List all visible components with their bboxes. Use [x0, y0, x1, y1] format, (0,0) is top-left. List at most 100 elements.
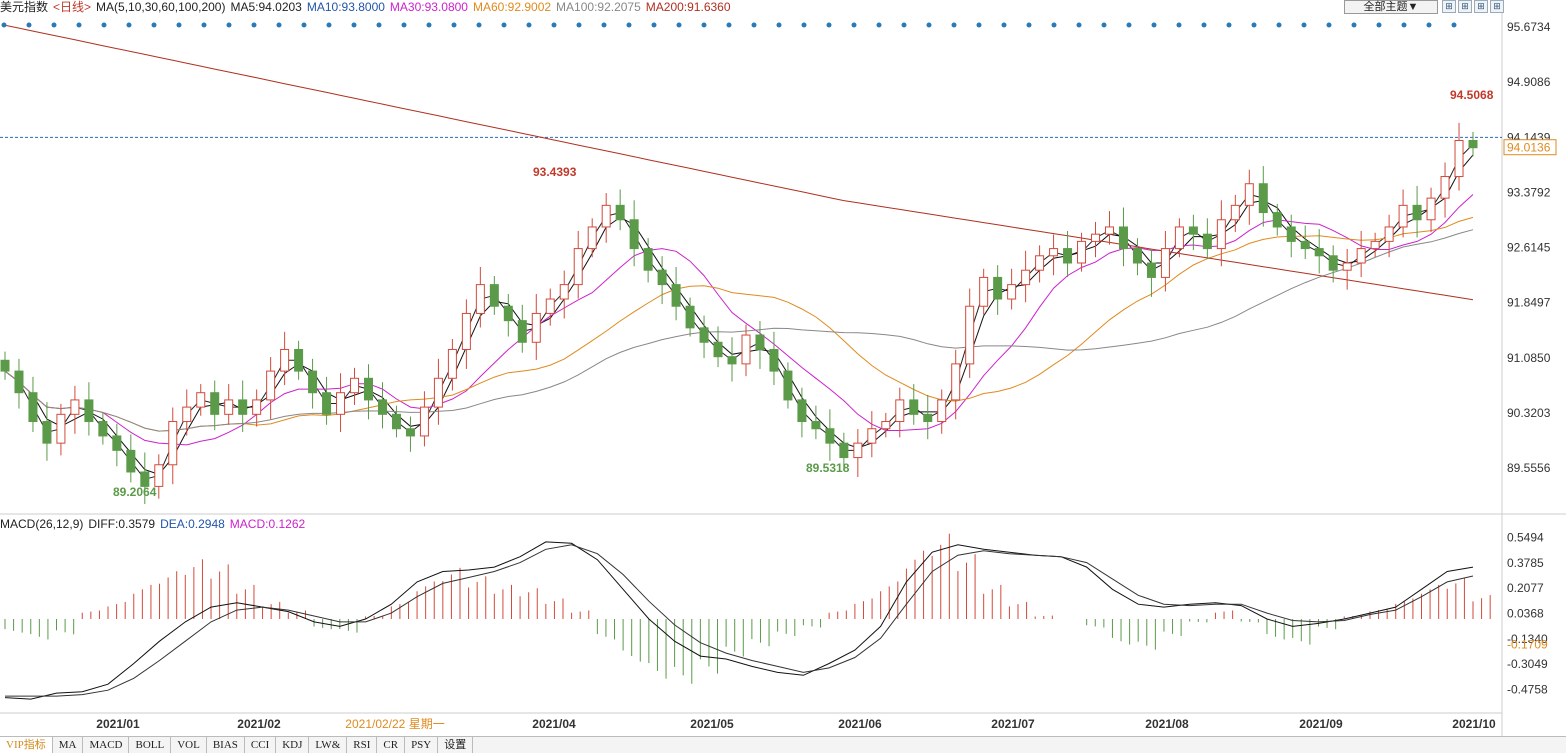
- macd-label[interactable]: MACD(26,12,9): [0, 517, 84, 531]
- y-tick-label: 94.9086: [1507, 75, 1551, 89]
- macd-y-tick-label: -0.4758: [1507, 683, 1548, 697]
- x-tick-label: 2021/08: [1145, 717, 1189, 731]
- current-price-label: 94.0136: [1507, 141, 1551, 155]
- candle-down: [629, 219, 639, 250]
- y-tick-label: 92.6145: [1507, 241, 1551, 255]
- candle-down: [713, 341, 723, 358]
- tab-lw[interactable]: LW&: [309, 737, 348, 753]
- candle-up: [1356, 248, 1366, 264]
- candle-up: [1091, 233, 1101, 242]
- candle-down: [126, 449, 136, 473]
- theme-dropdown-button[interactable]: 全部主题▼: [1344, 0, 1438, 14]
- signal-dot: [401, 22, 407, 28]
- x-tick-label: 2021/02: [237, 717, 281, 731]
- signal-dot: [226, 22, 232, 28]
- macd-y-tick-label: -0.1340: [1507, 632, 1548, 646]
- signal-dot: [926, 22, 932, 28]
- tab-bias[interactable]: BIAS: [207, 737, 245, 753]
- candle-up: [1440, 176, 1450, 199]
- ma60-value: MA60:92.9002: [472, 0, 552, 14]
- candle-up: [266, 370, 276, 401]
- signal-dot: [651, 22, 657, 28]
- tab-rsi[interactable]: RSI: [347, 737, 378, 753]
- candle-down: [391, 413, 401, 430]
- tab-kdj[interactable]: KDJ: [276, 737, 310, 753]
- candle-down: [1118, 226, 1128, 250]
- candle-down: [1063, 248, 1073, 264]
- tab-cci[interactable]: CCI: [245, 737, 277, 753]
- signal-dot: [1451, 22, 1457, 28]
- candle-down: [811, 421, 821, 430]
- candle-up: [741, 334, 751, 365]
- signal-dot: [826, 22, 832, 28]
- candle-down: [503, 305, 513, 322]
- tab-ma[interactable]: MA: [53, 737, 84, 753]
- candle-up: [559, 284, 569, 300]
- candle-up: [350, 377, 360, 394]
- signal-dot: [151, 22, 157, 28]
- x-tick-label: 2021/09: [1299, 717, 1343, 731]
- tab-psy[interactable]: PSY: [405, 737, 439, 753]
- candle-up: [1230, 204, 1240, 221]
- signal-dot: [1326, 22, 1332, 28]
- candle-up: [1370, 240, 1380, 250]
- grid-icon[interactable]: ⊞: [1458, 0, 1472, 13]
- candle-down: [671, 284, 681, 307]
- y-tick-label: 93.3792: [1507, 185, 1551, 199]
- candle-down: [0, 359, 10, 372]
- tab-macd[interactable]: MACD: [83, 737, 130, 753]
- ma-params[interactable]: MA(5,10,30,60,100,200): [96, 0, 226, 14]
- signal-dot: [351, 22, 357, 28]
- tab-boll[interactable]: BOLL: [129, 737, 172, 753]
- y-tick-label: 90.3203: [1507, 406, 1551, 420]
- tab-vol[interactable]: VOL: [171, 737, 207, 753]
- candle-up: [965, 305, 975, 365]
- candle-up: [1035, 255, 1045, 271]
- candle-down: [1286, 226, 1296, 242]
- tab-settings[interactable]: 设置: [438, 737, 474, 753]
- candle-down: [1412, 204, 1422, 221]
- signal-dot: [376, 22, 382, 28]
- signal-dot: [1276, 22, 1282, 28]
- candle-down: [294, 348, 304, 372]
- candle-up: [1104, 226, 1114, 235]
- signal-dot: [1076, 22, 1082, 28]
- candle-up: [951, 363, 961, 401]
- candle-up: [447, 348, 457, 379]
- signal-dot: [101, 22, 107, 28]
- candle-up: [895, 399, 905, 423]
- tab-cr[interactable]: CR: [377, 737, 406, 753]
- macd-dif-line: [4, 541, 1474, 700]
- candle-down: [909, 399, 919, 415]
- grid-icon[interactable]: ⊞: [1490, 0, 1504, 13]
- candle-up: [587, 226, 597, 250]
- macd-current-label: -0.1709: [1507, 637, 1548, 651]
- signal-dot: [726, 22, 732, 28]
- grid-icon[interactable]: ⊞: [1442, 0, 1456, 13]
- signal-dot: [176, 22, 182, 28]
- candle-up: [881, 421, 891, 430]
- candle-down: [84, 399, 94, 423]
- candle-down: [1258, 183, 1268, 214]
- candle-down: [1202, 233, 1212, 250]
- signal-dot: [1151, 22, 1157, 28]
- candle-down: [98, 421, 108, 437]
- candle-down: [308, 370, 318, 394]
- tab-vip[interactable]: VIP指标: [0, 737, 53, 753]
- candle-down: [769, 348, 779, 372]
- candle-up: [1342, 262, 1352, 271]
- y-tick-label: 89.5556: [1507, 461, 1551, 475]
- signal-dot: [1101, 22, 1107, 28]
- candle-up: [573, 248, 583, 286]
- signal-dot: [1176, 22, 1182, 28]
- signal-dot: [976, 22, 982, 28]
- instrument-name[interactable]: 美元指数: [0, 0, 49, 14]
- grid-icon[interactable]: ⊞: [1474, 0, 1488, 13]
- candle-up: [154, 464, 164, 487]
- period-label[interactable]: <日线>: [53, 0, 92, 14]
- candle-down: [783, 370, 793, 401]
- signal-dot: [326, 22, 332, 28]
- high-annotation-2: 94.5068: [1450, 88, 1494, 102]
- ma60-line: [4, 216, 1474, 432]
